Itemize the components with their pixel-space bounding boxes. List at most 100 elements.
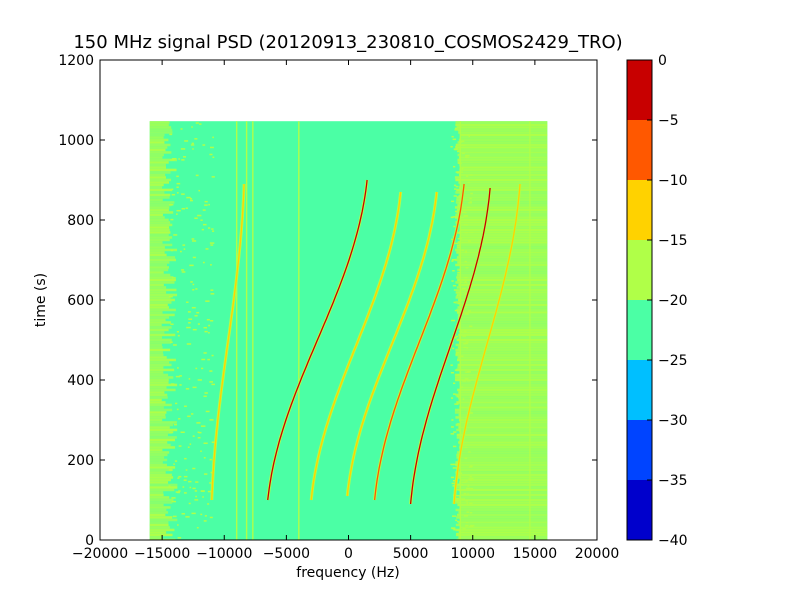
noise-right [456, 456, 548, 459]
noise-speckle [196, 422, 201, 424]
noise-speckle [212, 156, 215, 159]
noise-speckle [464, 293, 467, 295]
noise-speckle [191, 413, 194, 415]
noise-right [459, 381, 548, 384]
noise-right [456, 516, 548, 519]
noise-speckle [469, 525, 474, 528]
noise-right [456, 208, 548, 212]
noise-left [149, 498, 174, 502]
noise-right [458, 391, 548, 394]
noise-right [456, 338, 548, 342]
noise-speckle [460, 144, 466, 147]
noise-speckle [191, 142, 194, 145]
noise-left [149, 191, 165, 194]
noise-speckle [200, 425, 206, 427]
noise-left [149, 198, 163, 202]
noise-right [456, 473, 548, 477]
noise-speckle [464, 280, 467, 283]
noise-speckle [211, 354, 214, 357]
y-axis: 0 200 400 600 800 1000 1200 [58, 53, 597, 549]
noise-speckle [210, 264, 212, 266]
colorbar-segment [627, 360, 652, 420]
noise-right [456, 171, 548, 174]
colorbar-tick-label: −10 [658, 173, 688, 189]
noise-speckle [207, 358, 210, 361]
noise-right [459, 168, 548, 172]
noise-left [149, 466, 176, 469]
x-tick-label: 5000 [393, 546, 429, 562]
noise-speckle [185, 516, 190, 518]
noise-speckle [455, 353, 458, 356]
doppler-trace [453, 183, 521, 505]
noise-right [460, 383, 548, 387]
noise-speckle [211, 383, 216, 386]
noise-left [149, 141, 165, 144]
x-axis-label: frequency (Hz) [296, 565, 399, 581]
noise-left [149, 468, 172, 472]
noise-right [459, 518, 548, 522]
noise-right [457, 363, 548, 367]
noise-speckle [170, 218, 174, 221]
noise-right [457, 346, 548, 349]
noise-speckle [463, 514, 469, 517]
noise-left [149, 416, 166, 419]
noise-speckle [468, 411, 473, 414]
noise-right [454, 411, 548, 414]
noise-left [149, 161, 169, 164]
noise-speckle [462, 481, 467, 483]
noise-right [458, 333, 548, 337]
noise-speckle [175, 491, 179, 493]
noise-speckle [456, 532, 459, 535]
noise-right [455, 498, 548, 502]
noise-speckle [456, 289, 460, 291]
noise-speckle [188, 502, 191, 505]
noise-speckle [462, 398, 465, 400]
noise-left [149, 408, 173, 412]
noise-speckle [454, 188, 457, 190]
noise-speckle [463, 330, 467, 333]
noise-speckle [450, 364, 453, 366]
noise-left [149, 453, 168, 457]
noise-speckle [182, 486, 185, 488]
noise-left [149, 413, 166, 417]
colorbar-tick-label: −25 [658, 353, 688, 369]
noise-left [149, 148, 166, 152]
noise-right [457, 153, 548, 157]
noise-speckle [454, 129, 459, 131]
noise-left [149, 458, 168, 462]
noise-speckle [187, 415, 191, 418]
noise-left [149, 308, 176, 312]
noise-right [456, 256, 548, 259]
noise-left [149, 123, 169, 127]
noise-left [149, 371, 164, 374]
x-tick-label: 15000 [513, 546, 558, 562]
noise-left [149, 156, 163, 159]
noise-speckle [469, 465, 473, 467]
noise-speckle [189, 443, 192, 445]
noise-right [460, 386, 548, 389]
noise-left [149, 138, 169, 142]
noise-left [149, 496, 170, 499]
noise-speckle [168, 295, 173, 298]
noise-speckle [464, 457, 468, 460]
noise-speckle [179, 250, 182, 253]
noise-left [149, 288, 177, 292]
noise-speckle [210, 320, 214, 322]
noise-speckle [454, 497, 459, 500]
noise-speckle [469, 201, 472, 203]
noise-left [149, 178, 172, 182]
noise-right [460, 133, 548, 137]
noise-speckle [454, 369, 458, 371]
noise-speckle [456, 374, 460, 376]
noise-speckle [466, 487, 471, 490]
noise-speckle [202, 209, 206, 211]
noise-speckle [190, 198, 193, 200]
noise-speckle [210, 244, 214, 246]
noise-speckle [465, 156, 469, 159]
noise-speckle [168, 534, 173, 536]
noise-right [459, 193, 548, 197]
noise-right [458, 138, 548, 142]
noise-left [149, 283, 164, 287]
noise-speckle [202, 261, 205, 264]
